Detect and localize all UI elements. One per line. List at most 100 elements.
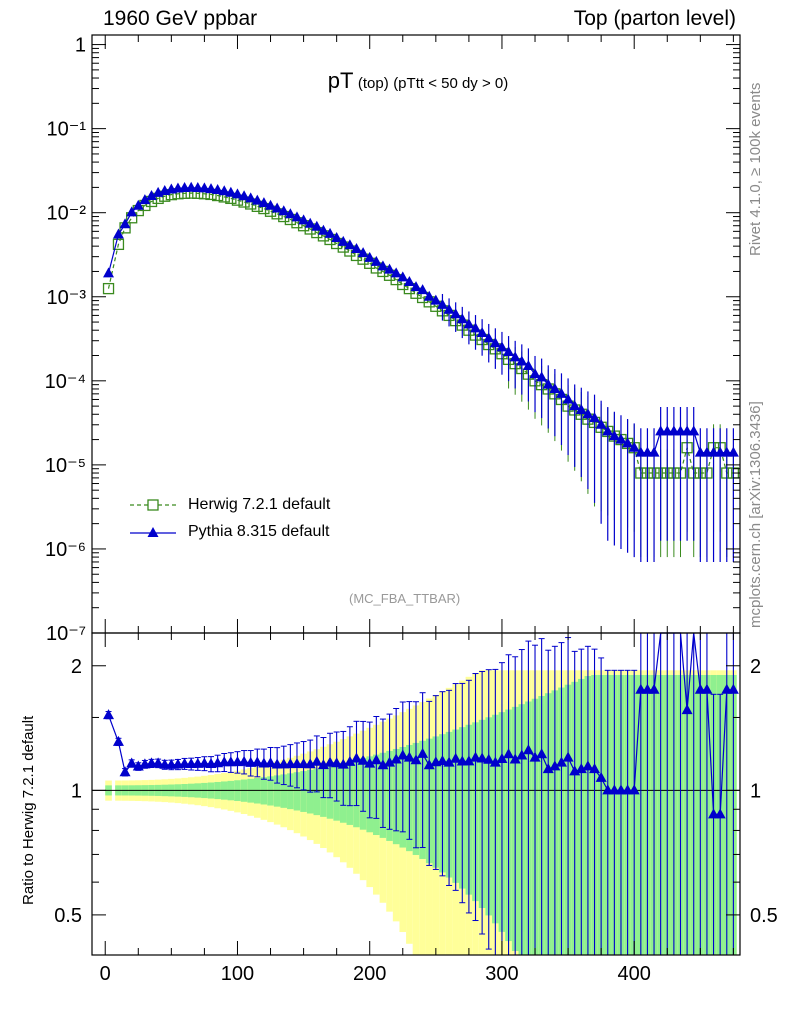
legend-pythia-marker — [147, 527, 159, 537]
ratio-marker — [112, 735, 124, 746]
ratio-marker — [198, 757, 210, 768]
pythia-marker — [582, 408, 594, 419]
pythia-marker — [470, 322, 482, 333]
pythia-marker — [555, 387, 567, 398]
ratio-marker — [103, 709, 115, 720]
process-label: Top (parton level) — [573, 7, 736, 30]
pythia-marker — [384, 263, 396, 274]
pythia-marker — [390, 267, 402, 278]
x-tick-label: 400 — [618, 963, 651, 985]
ratio-marker — [410, 754, 422, 765]
ratio-marker — [483, 753, 495, 764]
ratio-marker — [595, 771, 607, 782]
ratio-marker — [311, 755, 323, 766]
pythia-marker — [119, 218, 131, 229]
pythia-marker — [146, 189, 158, 200]
pythia-series — [103, 181, 739, 562]
pythia-marker — [377, 260, 389, 271]
ratio-marker — [516, 749, 528, 760]
pythia-marker — [258, 197, 270, 208]
ratio-marker — [443, 756, 455, 767]
ratio-marker — [384, 756, 396, 767]
pythia-marker — [549, 382, 561, 393]
ratio-marker — [681, 704, 693, 715]
pythia-marker — [139, 194, 151, 205]
pythia-marker — [522, 360, 534, 371]
pythia-marker — [278, 205, 290, 216]
pythia-marker — [450, 308, 462, 319]
pythia-marker — [126, 206, 138, 217]
legend-herwig-marker — [147, 499, 159, 511]
pythia-marker — [410, 281, 422, 292]
x-tick-label: 0 — [100, 963, 111, 985]
pythia-marker — [324, 227, 336, 238]
ratio-marker — [489, 756, 501, 767]
pythia-marker — [205, 183, 217, 194]
pythia-marker — [403, 275, 415, 286]
pythia-marker — [423, 290, 435, 301]
ratio-marker — [476, 752, 488, 763]
ratio-marker — [496, 752, 508, 763]
ratio-marker — [542, 763, 554, 774]
main-frame — [91, 34, 741, 634]
pythia-line — [107, 187, 734, 454]
plot-title: pT (top) (pTtt < 50 dy > 0) — [0, 68, 786, 94]
analysis-label: (MC_FBA_TTBAR) — [349, 591, 461, 606]
ratio-y-tick-label-right: 0.5 — [750, 905, 778, 927]
ratio-marker — [555, 756, 567, 767]
title-main: pT — [327, 68, 354, 93]
main-y-tick-label: 10⁻⁴ — [45, 371, 86, 393]
pythia-marker — [542, 378, 554, 389]
pythia-marker — [350, 242, 362, 253]
x-tick-label: 300 — [485, 963, 518, 985]
pythia-marker — [251, 194, 263, 205]
ratio-marker — [152, 757, 164, 768]
ratio-marker — [562, 751, 574, 762]
ratio-marker — [390, 753, 402, 764]
ratio-marker — [119, 766, 131, 777]
pythia-marker — [443, 303, 455, 314]
pythia-marker — [496, 341, 508, 352]
rivet-version-label: Rivet 4.1.0, ≥ 100k events — [747, 82, 764, 256]
ratio-marker — [331, 757, 343, 768]
pythia-marker — [622, 437, 634, 448]
ratio-marker — [503, 748, 515, 759]
ratio-y-tick-label-right: 1 — [750, 780, 761, 802]
ratio-marker — [344, 755, 356, 766]
ratio-pythia-series — [103, 632, 739, 956]
ratio-marker — [714, 808, 726, 819]
axis-ticks: 110⁻¹10⁻²10⁻³10⁻⁴10⁻⁵10⁻⁶10⁻⁷0.5 0.51 12 20… — [45, 35, 778, 985]
band-inner-bin — [287, 773, 294, 810]
pythia-marker — [370, 255, 382, 266]
main-y-tick-label: 10⁻⁵ — [45, 455, 86, 477]
plot-frames — [91, 34, 741, 956]
ratio-marker — [529, 751, 541, 762]
ratio-marker — [470, 751, 482, 762]
pythia-marker — [238, 190, 250, 201]
ratio-y-tick-label: 2 — [71, 656, 82, 678]
ratio-marker — [251, 756, 263, 767]
ratio-marker — [648, 683, 660, 694]
ratio-y-tick-label: 1 — [71, 780, 82, 802]
ratio-uncertainty-band — [105, 670, 737, 955]
pythia-marker — [225, 186, 237, 197]
pythia-marker — [212, 184, 224, 195]
pythia-marker — [397, 271, 409, 282]
ratio-marker — [436, 755, 448, 766]
ratio-marker — [238, 755, 250, 766]
pythia-marker — [516, 355, 528, 366]
ratio-frame — [91, 632, 741, 956]
pythia-marker — [562, 393, 574, 404]
ratio-marker — [509, 753, 521, 764]
pythia-marker — [595, 418, 607, 429]
ratio-marker — [575, 763, 587, 774]
pythia-marker — [103, 267, 115, 278]
pythia-marker — [245, 192, 257, 203]
ratio-marker — [126, 757, 138, 768]
pythia-marker — [430, 294, 442, 305]
pythia-marker — [608, 430, 620, 441]
pythia-marker — [298, 214, 310, 225]
x-tick-label: 100 — [221, 963, 254, 985]
pythia-marker — [291, 211, 303, 222]
pythia-marker — [417, 284, 429, 295]
